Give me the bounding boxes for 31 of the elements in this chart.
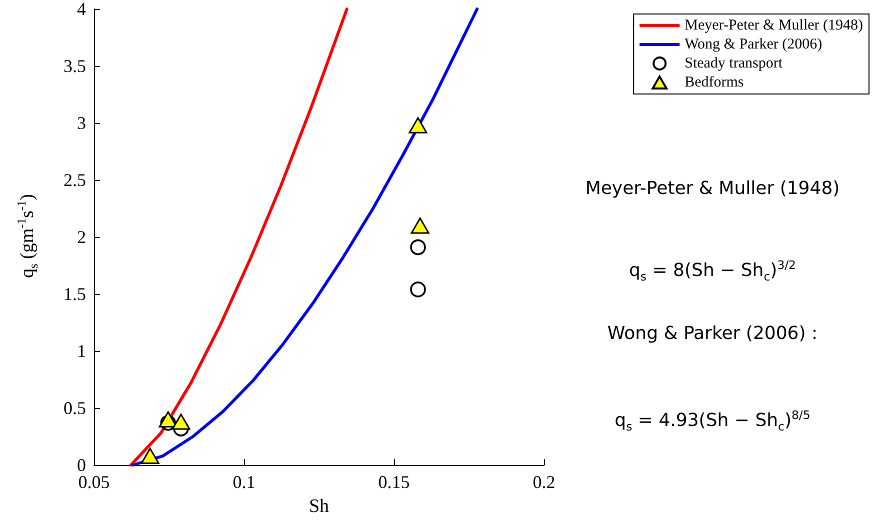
y-tick-label: 3 — [77, 113, 86, 133]
y-tick-label: 0 — [77, 455, 86, 475]
point — [140, 448, 160, 464]
point — [408, 117, 428, 134]
legend-label: Meyer-Peter & Muller (1948) — [684, 18, 864, 34]
legend-label: Steady transport — [684, 56, 784, 72]
x-tick-label: 0.15 — [378, 472, 410, 492]
x-tick-label: 0.1 — [232, 472, 256, 492]
text: Meyer-Peter & Muller (1948) — [584, 178, 841, 199]
text: Wong & Parker (2006) : — [606, 323, 819, 344]
point — [160, 414, 176, 431]
y-tick-label: 1 — [77, 341, 86, 361]
line-series — [129, 8, 348, 466]
y-tick-label: 4 — [77, 0, 86, 19]
x-tick-label: 0.05 — [78, 472, 110, 492]
y-tick-label: 1.5 — [64, 284, 86, 304]
y-tick-label: 2 — [77, 227, 86, 247]
point — [410, 282, 426, 298]
point — [410, 217, 430, 234]
point — [410, 239, 426, 256]
line-series — [132, 8, 479, 466]
x-tick-label: 0.2 — [532, 472, 556, 492]
y-tick-label: 0.5 — [64, 398, 86, 418]
text: q$_{s}$ = 4.93(Sh − Sh$_{c}$)$^{8/5}$ — [614, 408, 812, 434]
y-tick-label: 2.5 — [64, 170, 86, 190]
text: q$_{s}$ = 8(Sh − Sh$_{c}$)$^{3/2}$ — [628, 258, 797, 284]
legend-label: Wong & Parker (2006) — [684, 36, 822, 52]
y-tick-label: 3.5 — [64, 56, 86, 76]
point — [172, 414, 190, 430]
legend-label: Bedforms — [684, 74, 744, 90]
x-axis-title: Sh — [308, 496, 330, 517]
